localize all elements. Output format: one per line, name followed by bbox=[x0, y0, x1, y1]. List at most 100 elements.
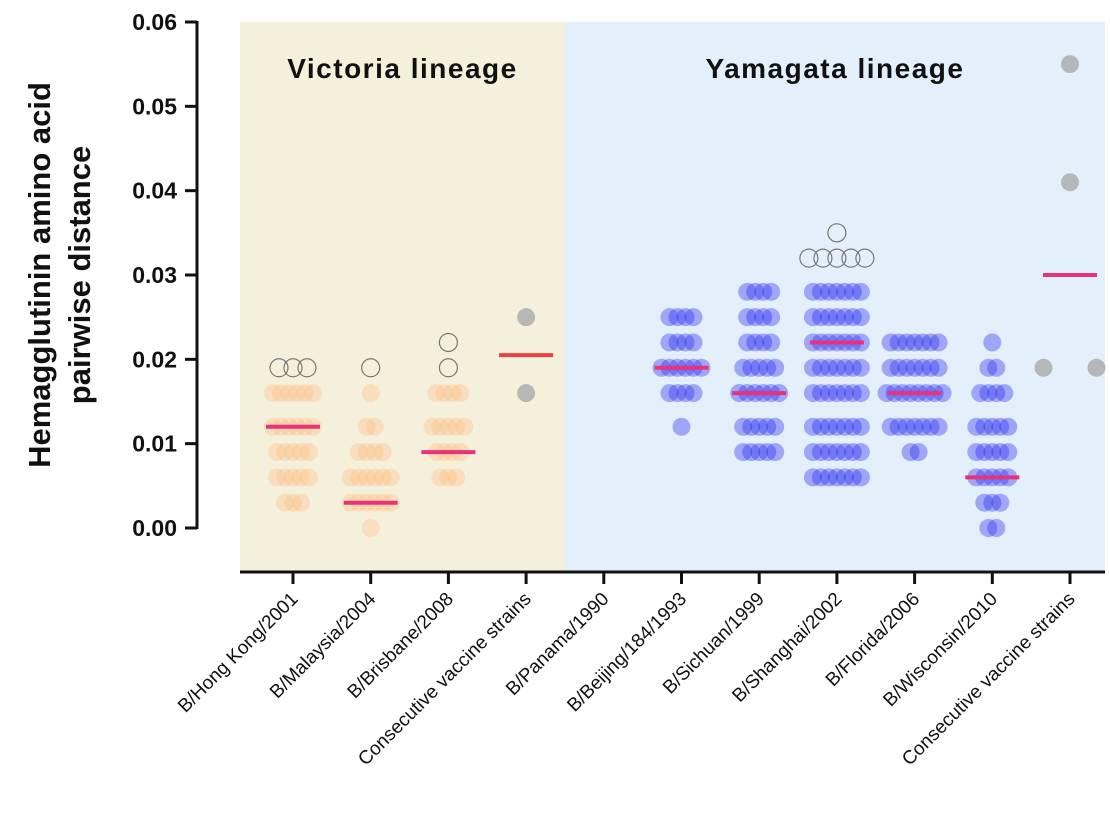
data-point bbox=[517, 384, 536, 403]
data-point bbox=[819, 282, 838, 301]
outlier-point bbox=[269, 358, 289, 378]
data-point bbox=[750, 358, 769, 377]
data-point bbox=[913, 333, 932, 352]
data-point bbox=[987, 519, 1006, 537]
data-point bbox=[819, 384, 838, 403]
data-point bbox=[819, 468, 838, 487]
data-point bbox=[447, 468, 466, 487]
data-point bbox=[995, 384, 1014, 403]
data-point bbox=[746, 308, 765, 327]
data-point bbox=[766, 358, 785, 377]
data-point bbox=[851, 417, 870, 436]
data-point bbox=[909, 443, 928, 462]
data-point bbox=[357, 468, 376, 487]
data-point bbox=[1087, 358, 1106, 377]
data-point bbox=[983, 493, 1002, 512]
data-point bbox=[991, 417, 1010, 436]
data-point bbox=[851, 282, 870, 301]
data-point bbox=[901, 443, 920, 462]
data-point bbox=[811, 384, 830, 403]
data-point bbox=[889, 358, 908, 377]
region-label: Victoria lineage bbox=[287, 53, 517, 84]
data-point bbox=[819, 358, 838, 377]
data-point bbox=[272, 384, 290, 403]
data-point bbox=[975, 443, 994, 462]
data-point bbox=[811, 468, 830, 487]
data-point bbox=[999, 417, 1018, 436]
data-point bbox=[897, 417, 916, 436]
data-point bbox=[676, 333, 695, 352]
data-point bbox=[921, 417, 940, 436]
data-point bbox=[373, 443, 392, 462]
data-point bbox=[979, 519, 998, 537]
data-point bbox=[439, 417, 458, 436]
data-point bbox=[1034, 358, 1053, 377]
data-point bbox=[851, 308, 870, 327]
y-tick-label: 0.06 bbox=[132, 9, 177, 35]
data-point bbox=[835, 358, 854, 377]
data-point bbox=[758, 358, 777, 377]
data-point bbox=[439, 468, 458, 487]
data-point bbox=[280, 384, 298, 403]
data-point bbox=[979, 358, 998, 377]
outlier-point bbox=[841, 248, 861, 268]
data-point bbox=[734, 443, 753, 462]
data-point bbox=[811, 443, 830, 462]
outlier-point bbox=[799, 248, 819, 268]
data-point bbox=[742, 443, 761, 462]
outlier-point bbox=[283, 358, 303, 378]
data-point bbox=[811, 282, 830, 301]
data-point bbox=[754, 282, 773, 301]
data-point bbox=[365, 443, 384, 462]
data-point bbox=[276, 468, 294, 487]
data-point bbox=[762, 308, 781, 327]
data-point bbox=[423, 417, 442, 436]
data-point bbox=[843, 443, 862, 462]
data-point bbox=[431, 417, 450, 436]
data-point bbox=[742, 358, 761, 377]
data-point bbox=[827, 282, 846, 301]
data-point bbox=[835, 417, 854, 436]
outlier-point bbox=[297, 358, 317, 378]
data-point bbox=[738, 333, 757, 352]
data-point bbox=[684, 308, 703, 327]
data-point bbox=[435, 384, 454, 403]
data-point bbox=[431, 468, 450, 487]
data-point bbox=[365, 468, 384, 487]
data-point bbox=[987, 384, 1006, 403]
y-axis-label: Hemagglutinin amino acid bbox=[22, 82, 57, 468]
outlier-point bbox=[813, 248, 833, 268]
data-point bbox=[827, 443, 846, 462]
y-tick-label: 0.02 bbox=[132, 346, 177, 372]
data-point bbox=[827, 308, 846, 327]
data-point bbox=[967, 417, 986, 436]
data-point bbox=[381, 468, 400, 487]
data-point bbox=[803, 308, 822, 327]
data-point bbox=[1061, 173, 1079, 192]
data-point bbox=[304, 384, 322, 403]
data-point bbox=[1061, 55, 1079, 74]
data-point bbox=[843, 384, 862, 403]
data-point bbox=[819, 443, 838, 462]
data-point bbox=[979, 384, 998, 403]
data-point bbox=[851, 443, 870, 462]
data-point bbox=[676, 384, 695, 403]
data-point bbox=[811, 358, 830, 377]
data-point bbox=[983, 443, 1002, 462]
data-point bbox=[811, 308, 830, 327]
data-point bbox=[975, 493, 994, 512]
data-point bbox=[684, 384, 703, 403]
data-point bbox=[889, 417, 908, 436]
data-point bbox=[738, 282, 757, 301]
data-point bbox=[746, 333, 765, 352]
data-point bbox=[341, 468, 360, 487]
data-point bbox=[742, 417, 761, 436]
data-point bbox=[897, 358, 916, 377]
lineage-region bbox=[240, 22, 565, 572]
data-point bbox=[455, 417, 474, 436]
data-point bbox=[921, 358, 940, 377]
data-point bbox=[913, 358, 932, 377]
data-point bbox=[991, 443, 1010, 462]
data-point bbox=[762, 333, 781, 352]
data-point bbox=[835, 308, 854, 327]
